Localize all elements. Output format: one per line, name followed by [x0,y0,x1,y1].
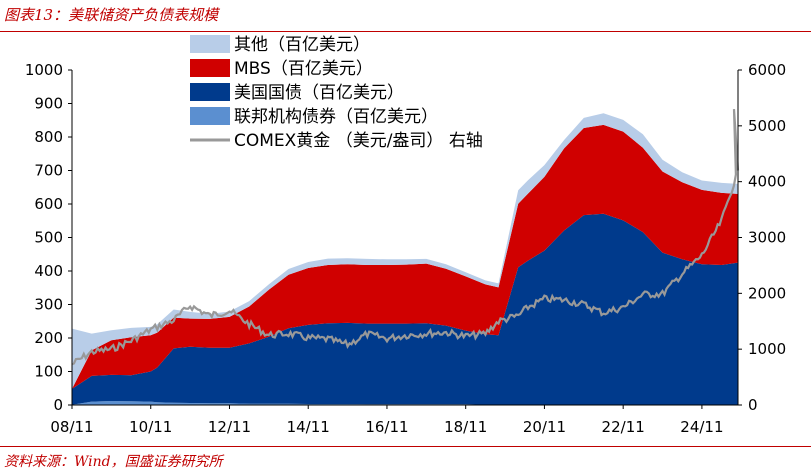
left-tick-label: 100 [34,363,63,381]
x-tick-label: 10/11 [129,418,172,436]
legend-label: MBS（百亿美元） [234,59,373,79]
legend-label: 其他（百亿美元） [234,35,370,55]
x-tick-label: 22/11 [602,418,645,436]
figure-title: 图表13：美联储资产负债表规模 [4,6,219,24]
left-tick-label: 700 [34,162,63,180]
legend-label: COMEX黄金 （美元/盎司） 右轴 [234,131,483,151]
area-series-2 [72,124,738,389]
right-tick-label: 3000 [748,229,786,247]
figure-source: 资料来源：Wind，国盛证券研究所 [4,454,223,470]
left-tick-label: 0 [53,396,63,414]
x-tick-label: 08/11 [50,418,93,436]
legend-swatch [190,83,230,101]
x-tick-label: 20/11 [523,418,566,436]
right-tick-label: 0 [748,396,758,414]
x-tick-label: 16/11 [365,418,408,436]
right-tick-label: 5000 [748,117,786,135]
gold-price-line [71,109,740,366]
right-tick-label: 2000 [748,284,786,302]
legend-swatch [190,35,230,53]
x-tick-label: 24/11 [680,418,723,436]
x-tick-label: 14/11 [287,418,330,436]
area-series-1 [72,213,738,405]
right-tick-label: 6000 [748,61,786,79]
source-rule [0,446,811,447]
right-tick-label: 1000 [748,340,786,358]
legend-label: 联邦机构债券（百亿美元） [234,107,438,127]
x-tick-label: 18/11 [444,418,487,436]
left-tick-label: 600 [34,195,63,213]
left-tick-label: 900 [34,95,63,113]
area-series-0 [72,401,738,405]
title-rule [0,31,811,32]
left-tick-label: 800 [34,128,63,146]
legend-swatch [190,107,230,125]
left-tick-label: 1000 [25,61,63,79]
x-tick-label: 12/11 [208,418,251,436]
left-tick-label: 300 [34,296,63,314]
legend-label: 美国国债（百亿美元） [234,83,404,103]
left-tick-label: 400 [34,262,63,280]
left-tick-label: 500 [34,229,63,247]
left-tick-label: 200 [34,329,63,347]
legend-swatch [190,59,230,77]
right-tick-label: 4000 [748,173,786,191]
